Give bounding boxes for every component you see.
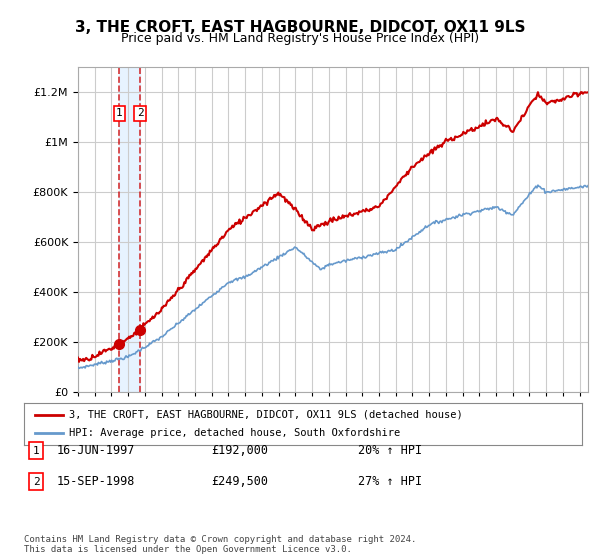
Text: 3, THE CROFT, EAST HAGBOURNE, DIDCOT, OX11 9LS: 3, THE CROFT, EAST HAGBOURNE, DIDCOT, OX… <box>75 20 525 35</box>
Text: 15-SEP-1998: 15-SEP-1998 <box>57 475 135 488</box>
Text: 2: 2 <box>32 477 40 487</box>
Text: HPI: Average price, detached house, South Oxfordshire: HPI: Average price, detached house, Sout… <box>68 428 400 438</box>
Text: 3, THE CROFT, EAST HAGBOURNE, DIDCOT, OX11 9LS (detached house): 3, THE CROFT, EAST HAGBOURNE, DIDCOT, OX… <box>68 410 463 420</box>
Text: 1: 1 <box>32 446 40 456</box>
Text: 16-JUN-1997: 16-JUN-1997 <box>57 444 135 458</box>
Text: £249,500: £249,500 <box>212 475 269 488</box>
Text: 27% ↑ HPI: 27% ↑ HPI <box>358 475 422 488</box>
Text: Price paid vs. HM Land Registry's House Price Index (HPI): Price paid vs. HM Land Registry's House … <box>121 32 479 45</box>
Text: 1: 1 <box>116 109 122 118</box>
Text: Contains HM Land Registry data © Crown copyright and database right 2024.
This d: Contains HM Land Registry data © Crown c… <box>24 535 416 554</box>
Text: 20% ↑ HPI: 20% ↑ HPI <box>358 444 422 458</box>
Text: 2: 2 <box>137 109 143 118</box>
Text: £192,000: £192,000 <box>212 444 269 458</box>
Bar <box>119 67 140 392</box>
